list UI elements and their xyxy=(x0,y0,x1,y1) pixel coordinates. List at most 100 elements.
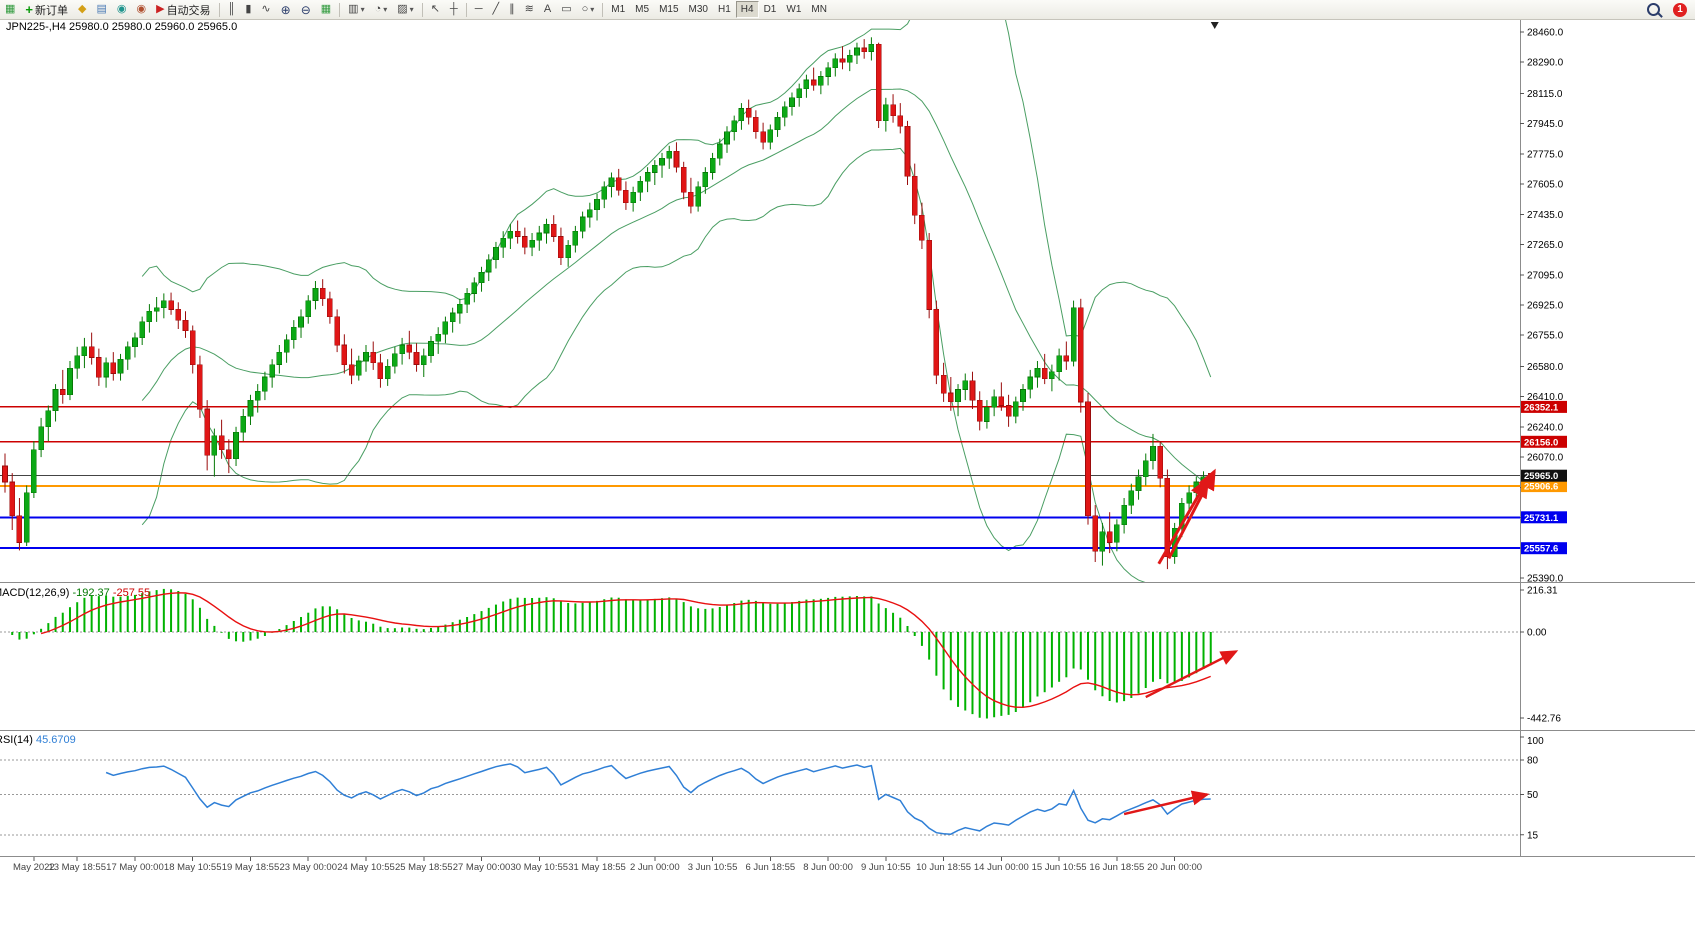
templates-dropdown-button[interactable]: ▨ ▾ xyxy=(393,1,417,18)
rsi-scale-label: 100 xyxy=(1527,736,1544,747)
bar-chart-type-button[interactable]: ║ xyxy=(224,1,240,18)
timeframe-m15[interactable]: M15 xyxy=(654,1,683,18)
fibonacci-tool-button[interactable]: ≋ xyxy=(521,1,538,18)
label-tool-button[interactable]: ▭ xyxy=(557,1,575,18)
new-chart-button[interactable]: ▥ ▾ xyxy=(344,1,368,18)
history-center-button[interactable]: ◆ xyxy=(74,1,90,18)
search-button[interactable] xyxy=(1643,1,1664,18)
text-tool-button[interactable]: A xyxy=(540,1,555,18)
data-window-button[interactable]: ◉ xyxy=(113,1,131,18)
new-order-button[interactable]: + 新订单 xyxy=(21,1,72,18)
navigator-button[interactable]: ◉ xyxy=(132,1,150,18)
toolbar-separator xyxy=(421,2,423,17)
price-tick-label: 27095.0 xyxy=(1527,270,1564,281)
price-tag-25906.6: 25906.6 xyxy=(1521,480,1567,493)
svg-text:25731.1: 25731.1 xyxy=(1524,513,1559,524)
price-tag-26156.0: 26156.0 xyxy=(1521,435,1567,448)
price-tag-25731.1: 25731.1 xyxy=(1521,511,1567,524)
timeframe-h4[interactable]: H4 xyxy=(735,1,759,18)
rsi-label: RSI(14) 45.6709 xyxy=(0,734,76,746)
trend-arrow-main-1[interactable] xyxy=(1157,476,1210,565)
rsi-scale-label: 80 xyxy=(1527,756,1539,767)
shapes-icon: ○ xyxy=(581,3,589,15)
price-tick-label: 26410.0 xyxy=(1527,392,1564,403)
trend-arrow-macd[interactable] xyxy=(1145,650,1239,699)
crosshair-tool-button[interactable]: ┼ xyxy=(446,1,462,18)
time-label: 15 Jun 10:55 xyxy=(1032,862,1087,873)
bar-chart-icon: ║ xyxy=(227,3,236,15)
timeframe-w1[interactable]: W1 xyxy=(781,1,806,18)
market-watch-button[interactable]: ▤ xyxy=(92,1,110,18)
time-label: 16 Jun 18:55 xyxy=(1089,862,1144,873)
time-label: 17 May 00:00 xyxy=(106,862,164,873)
macd-scale-label: 0.00 xyxy=(1527,628,1547,639)
plus-icon: + xyxy=(25,2,33,17)
chevron-down-icon: ▾ xyxy=(383,5,388,14)
rsi-panel[interactable] xyxy=(0,759,1520,836)
macd-panel[interactable] xyxy=(0,588,1520,719)
periods-dropdown-button[interactable]: ◔ ▾ xyxy=(371,1,392,18)
price-tick-label: 26070.0 xyxy=(1527,453,1564,464)
autotrade-label: 自动交易 xyxy=(166,4,211,17)
zoom-out-icon: ⊖ xyxy=(300,2,311,17)
timeframe-m5[interactable]: M5 xyxy=(630,1,654,18)
price-tick-label: 28115.0 xyxy=(1527,89,1563,100)
trend-arrow-main-2[interactable] xyxy=(1167,468,1216,560)
time-label: 6 Jun 18:55 xyxy=(745,862,795,873)
time-label: 8 Jun 00:00 xyxy=(803,862,853,873)
notification-badge[interactable]: 1 xyxy=(1673,2,1687,17)
channel-tool-button[interactable]: ∥ xyxy=(505,1,519,18)
timeframe-m1[interactable]: M1 xyxy=(606,1,630,18)
time-label: 3 Jun 10:55 xyxy=(688,862,738,873)
timeframe-mn[interactable]: MN xyxy=(806,1,832,18)
macd-label: MACD(12,26,9) -192.37 -257.55 xyxy=(0,587,150,599)
navigator-icon: ◉ xyxy=(136,3,147,15)
zoom-in-button[interactable]: ⊕ xyxy=(277,1,295,18)
horizontal-line-icon: ─ xyxy=(474,3,483,15)
time-label: 19 May 18:55 xyxy=(222,862,280,873)
timeframe-h1[interactable]: H1 xyxy=(713,1,736,18)
time-label: 18 May 10:55 xyxy=(164,862,222,873)
price-tick-label: 27945.0 xyxy=(1527,119,1564,130)
price-tick-label: 26240.0 xyxy=(1527,422,1564,433)
candlestick-type-button[interactable]: ▮ xyxy=(241,1,255,18)
zoom-in-icon: ⊕ xyxy=(280,2,291,17)
main-chart-panel[interactable] xyxy=(0,0,1520,613)
price-axis[interactable]: 28460.0 28290.0 28115.0 27945.0 27775.0 27605… xyxy=(1520,28,1567,585)
price-tick-label: 26755.0 xyxy=(1527,331,1564,342)
time-label: 2 Jun 00:00 xyxy=(630,862,680,873)
price-tick-label: 28460.0 xyxy=(1527,28,1564,39)
clock-icon: ◔ xyxy=(374,3,382,15)
fibonacci-icon: ≋ xyxy=(524,3,534,15)
macd-scale-label: -442.76 xyxy=(1527,714,1561,725)
chart-window-icon[interactable]: ▦ xyxy=(1,1,19,18)
trend-arrow-rsi[interactable] xyxy=(1123,790,1210,816)
macd-scale-label: 216.31 xyxy=(1527,586,1558,597)
cursor-tool-button[interactable]: ↖ xyxy=(427,1,444,18)
time-label: 25 May 18:55 xyxy=(395,862,453,873)
time-label: 9 Jun 10:55 xyxy=(861,862,911,873)
timeframe-m30[interactable]: M30 xyxy=(684,1,713,18)
new-order-label: 新订单 xyxy=(35,4,68,17)
chevron-down-icon: ▾ xyxy=(360,5,365,14)
label-icon: ▭ xyxy=(561,3,572,15)
toolbar-separator xyxy=(602,2,604,17)
autotrade-button[interactable]: ▶ 自动交易 xyxy=(152,1,214,18)
toolbar-separator xyxy=(218,2,220,17)
time-label: 27 May 00:00 xyxy=(453,862,511,873)
tile-windows-button[interactable]: ▦ xyxy=(317,1,335,18)
candlestick-icon: ▮ xyxy=(245,3,252,15)
chart-background xyxy=(0,19,1695,945)
timeframe-d1[interactable]: D1 xyxy=(759,1,782,18)
search-icon xyxy=(1647,3,1660,16)
toolbar-separator xyxy=(465,2,467,17)
cursor-icon: ↖ xyxy=(430,3,440,15)
new-chart-icon: ▥ xyxy=(348,3,359,15)
hline-tool-button[interactable]: ─ xyxy=(471,1,487,18)
shapes-tool-button[interactable]: ○ ▾ xyxy=(578,1,599,18)
trendline-tool-button[interactable]: ╱ xyxy=(489,1,504,18)
line-chart-type-button[interactable]: ∿ xyxy=(257,1,274,18)
zoom-out-button[interactable]: ⊖ xyxy=(297,1,315,18)
